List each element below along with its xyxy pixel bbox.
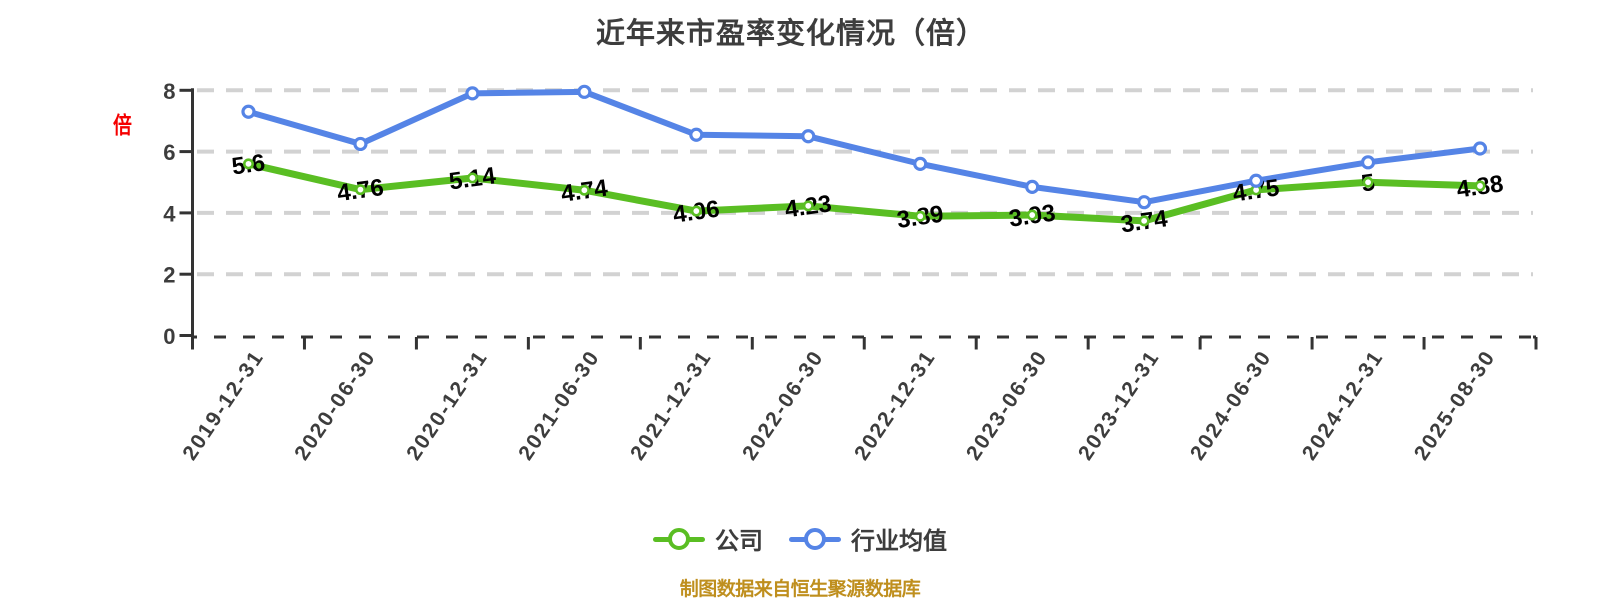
y-tick-label: 0 bbox=[163, 324, 175, 349]
data-point-marker bbox=[353, 136, 368, 152]
chart-legend: 公司 行业均值 bbox=[0, 521, 1600, 556]
x-axis-ticks bbox=[191, 337, 1538, 350]
x-tick-label: 2023-06-30 bbox=[962, 346, 1052, 464]
data-point-marker bbox=[913, 156, 928, 171]
data-point-marker bbox=[1474, 180, 1486, 192]
industry-line-marker-icon bbox=[789, 527, 841, 550]
y-tick-label: 4 bbox=[163, 201, 176, 226]
data-point-marker bbox=[354, 184, 366, 196]
y-tick-label: 8 bbox=[163, 79, 175, 104]
x-axis-labels: 2019-12-31 2020-06-30 2020-12-31 2021-06-30… bbox=[178, 346, 1500, 464]
data-point-marker bbox=[465, 86, 480, 101]
y-axis-unit-label: 倍 bbox=[113, 112, 132, 138]
y-tick-label: 6 bbox=[163, 140, 175, 165]
data-point-marker bbox=[466, 172, 478, 184]
y-axis-ticks: 0 2 4 6 8 bbox=[163, 79, 193, 349]
x-tick-label: 2020-06-30 bbox=[290, 346, 380, 464]
legend-item-industry[interactable]: 行业均值 bbox=[789, 521, 947, 556]
x-tick-label: 2023-12-31 bbox=[1074, 346, 1164, 464]
data-point-marker bbox=[1362, 176, 1374, 188]
data-point-marker bbox=[689, 127, 704, 142]
data-point-marker bbox=[1360, 155, 1376, 170]
legend-item-company[interactable]: 公司 bbox=[653, 521, 763, 556]
y-tick-label: 2 bbox=[163, 263, 175, 288]
data-point-marker bbox=[241, 104, 256, 119]
data-source-note: 制图数据来自恒生聚源数据库 bbox=[679, 579, 921, 600]
data-point-marker bbox=[802, 200, 814, 212]
data-point-marker bbox=[801, 129, 816, 144]
data-point-marker bbox=[1249, 173, 1264, 188]
data-point-marker bbox=[914, 210, 926, 222]
data-point-marker bbox=[1025, 179, 1040, 194]
x-tick-label: 2024-06-30 bbox=[1186, 346, 1276, 464]
x-tick-label: 2022-06-30 bbox=[738, 346, 828, 464]
company-line-marker-icon bbox=[653, 527, 705, 550]
data-point-marker bbox=[1472, 141, 1488, 156]
series-line-company bbox=[244, 160, 1484, 225]
data-point-marker bbox=[1138, 215, 1150, 227]
data-labels-company: 5.64.765.144.744.064.233.893.933.744.755… bbox=[230, 149, 1505, 238]
x-tick-label: 2019-12-31 bbox=[178, 346, 268, 464]
data-point-marker bbox=[242, 158, 254, 170]
data-point-marker bbox=[577, 84, 592, 99]
legend-label-industry: 行业均值 bbox=[851, 528, 947, 555]
data-point-marker bbox=[1026, 209, 1038, 221]
x-tick-label: 2025-08-30 bbox=[1410, 346, 1500, 464]
x-tick-label: 2022-12-31 bbox=[850, 346, 940, 464]
series-markers-industry bbox=[241, 84, 1488, 210]
x-tick-label: 2021-12-31 bbox=[626, 346, 716, 464]
series-line-industry bbox=[245, 88, 1484, 206]
data-point-marker bbox=[578, 184, 590, 196]
x-tick-label: 2021-06-30 bbox=[514, 346, 604, 464]
x-tick-label: 2024-12-31 bbox=[1298, 346, 1388, 464]
series-markers-company bbox=[242, 158, 1486, 227]
data-point-marker bbox=[690, 205, 702, 217]
legend-label-company: 公司 bbox=[715, 528, 763, 555]
data-point-marker bbox=[1137, 195, 1152, 210]
x-tick-label: 2020-12-31 bbox=[402, 346, 492, 464]
chart-title: 近年来市盈率变化情况（倍） bbox=[595, 18, 986, 50]
